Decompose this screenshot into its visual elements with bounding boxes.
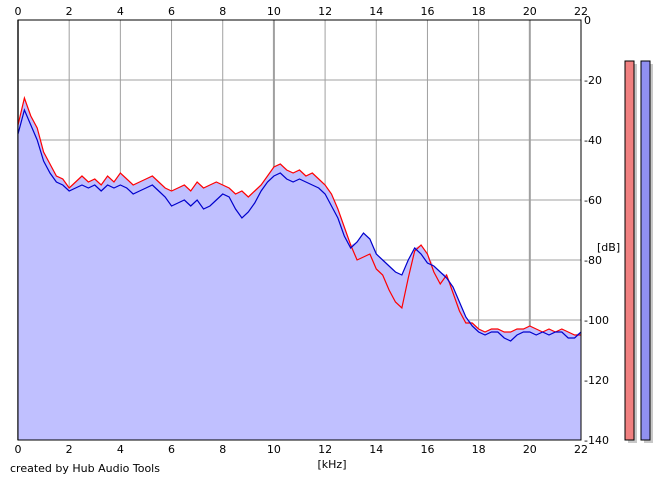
level-meter-right bbox=[640, 60, 651, 441]
x-tick-label-bottom: 20 bbox=[523, 443, 537, 456]
x-tick-label-top: 14 bbox=[369, 5, 383, 18]
x-axis-label: [kHz] bbox=[318, 458, 347, 471]
x-tick-label-bottom: 8 bbox=[219, 443, 226, 456]
x-tick-label-bottom: 12 bbox=[318, 443, 332, 456]
x-tick-label-bottom: 4 bbox=[117, 443, 124, 456]
x-tick-label-bottom: 2 bbox=[66, 443, 73, 456]
spectrum-fill bbox=[18, 98, 581, 440]
x-tick-label-top: 12 bbox=[318, 5, 332, 18]
x-tick-labels-top: 0 2 4 6 8 10 12 14 16 18 20 22 bbox=[15, 5, 589, 18]
x-tick-label-top: 2 bbox=[66, 5, 73, 18]
x-tick-label-bottom: 6 bbox=[168, 443, 175, 456]
y-tick-label: -60 bbox=[584, 194, 602, 207]
x-tick-label-top: 20 bbox=[523, 5, 537, 18]
x-tick-label-bottom: 16 bbox=[420, 443, 434, 456]
level-meters bbox=[624, 60, 653, 443]
red-series-line bbox=[17, 95, 581, 336]
x-tick-label-bottom: 22 bbox=[574, 443, 588, 456]
y-tick-label: -80 bbox=[584, 254, 602, 267]
x-tick-label-top: 16 bbox=[420, 5, 434, 18]
plot-frame bbox=[17, 19, 582, 441]
y-tick-labels: 0 -20 -40 -60 -80 -100 -120 -140 bbox=[584, 14, 609, 447]
x-tick-label-top: 8 bbox=[219, 5, 226, 18]
y-tick-label: -120 bbox=[584, 374, 609, 387]
credit-text: created by Hub Audio Tools bbox=[10, 462, 160, 475]
x-tick-label-bottom: 0 bbox=[15, 443, 22, 456]
x-tick-label-top: 22 bbox=[574, 5, 588, 18]
x-tick-labels-bottom: 0 2 4 6 8 10 12 14 16 18 20 22 bbox=[15, 443, 589, 456]
y-tick-label: -20 bbox=[584, 74, 602, 87]
blue-series-line bbox=[17, 108, 582, 342]
y-tick-label: -140 bbox=[584, 434, 609, 447]
x-tick-label-top: 10 bbox=[267, 5, 281, 18]
x-tick-label-top: 4 bbox=[117, 5, 124, 18]
y-tick-label: -40 bbox=[584, 134, 602, 147]
level-meter-left bbox=[624, 60, 635, 441]
x-tick-label-top: 18 bbox=[472, 5, 486, 18]
y-axis-label: [dB] bbox=[597, 241, 620, 254]
x-tick-label-bottom: 18 bbox=[472, 443, 486, 456]
series-group bbox=[17, 95, 582, 342]
x-tick-label-top: 0 bbox=[15, 5, 22, 18]
x-tick-label-bottom: 14 bbox=[369, 443, 383, 456]
x-tick-label-bottom: 10 bbox=[267, 443, 281, 456]
y-tick-label: -100 bbox=[584, 314, 609, 327]
spectrum-fill-area bbox=[18, 98, 581, 440]
x-tick-label-top: 6 bbox=[168, 5, 175, 18]
y-tick-label: 0 bbox=[584, 14, 591, 27]
